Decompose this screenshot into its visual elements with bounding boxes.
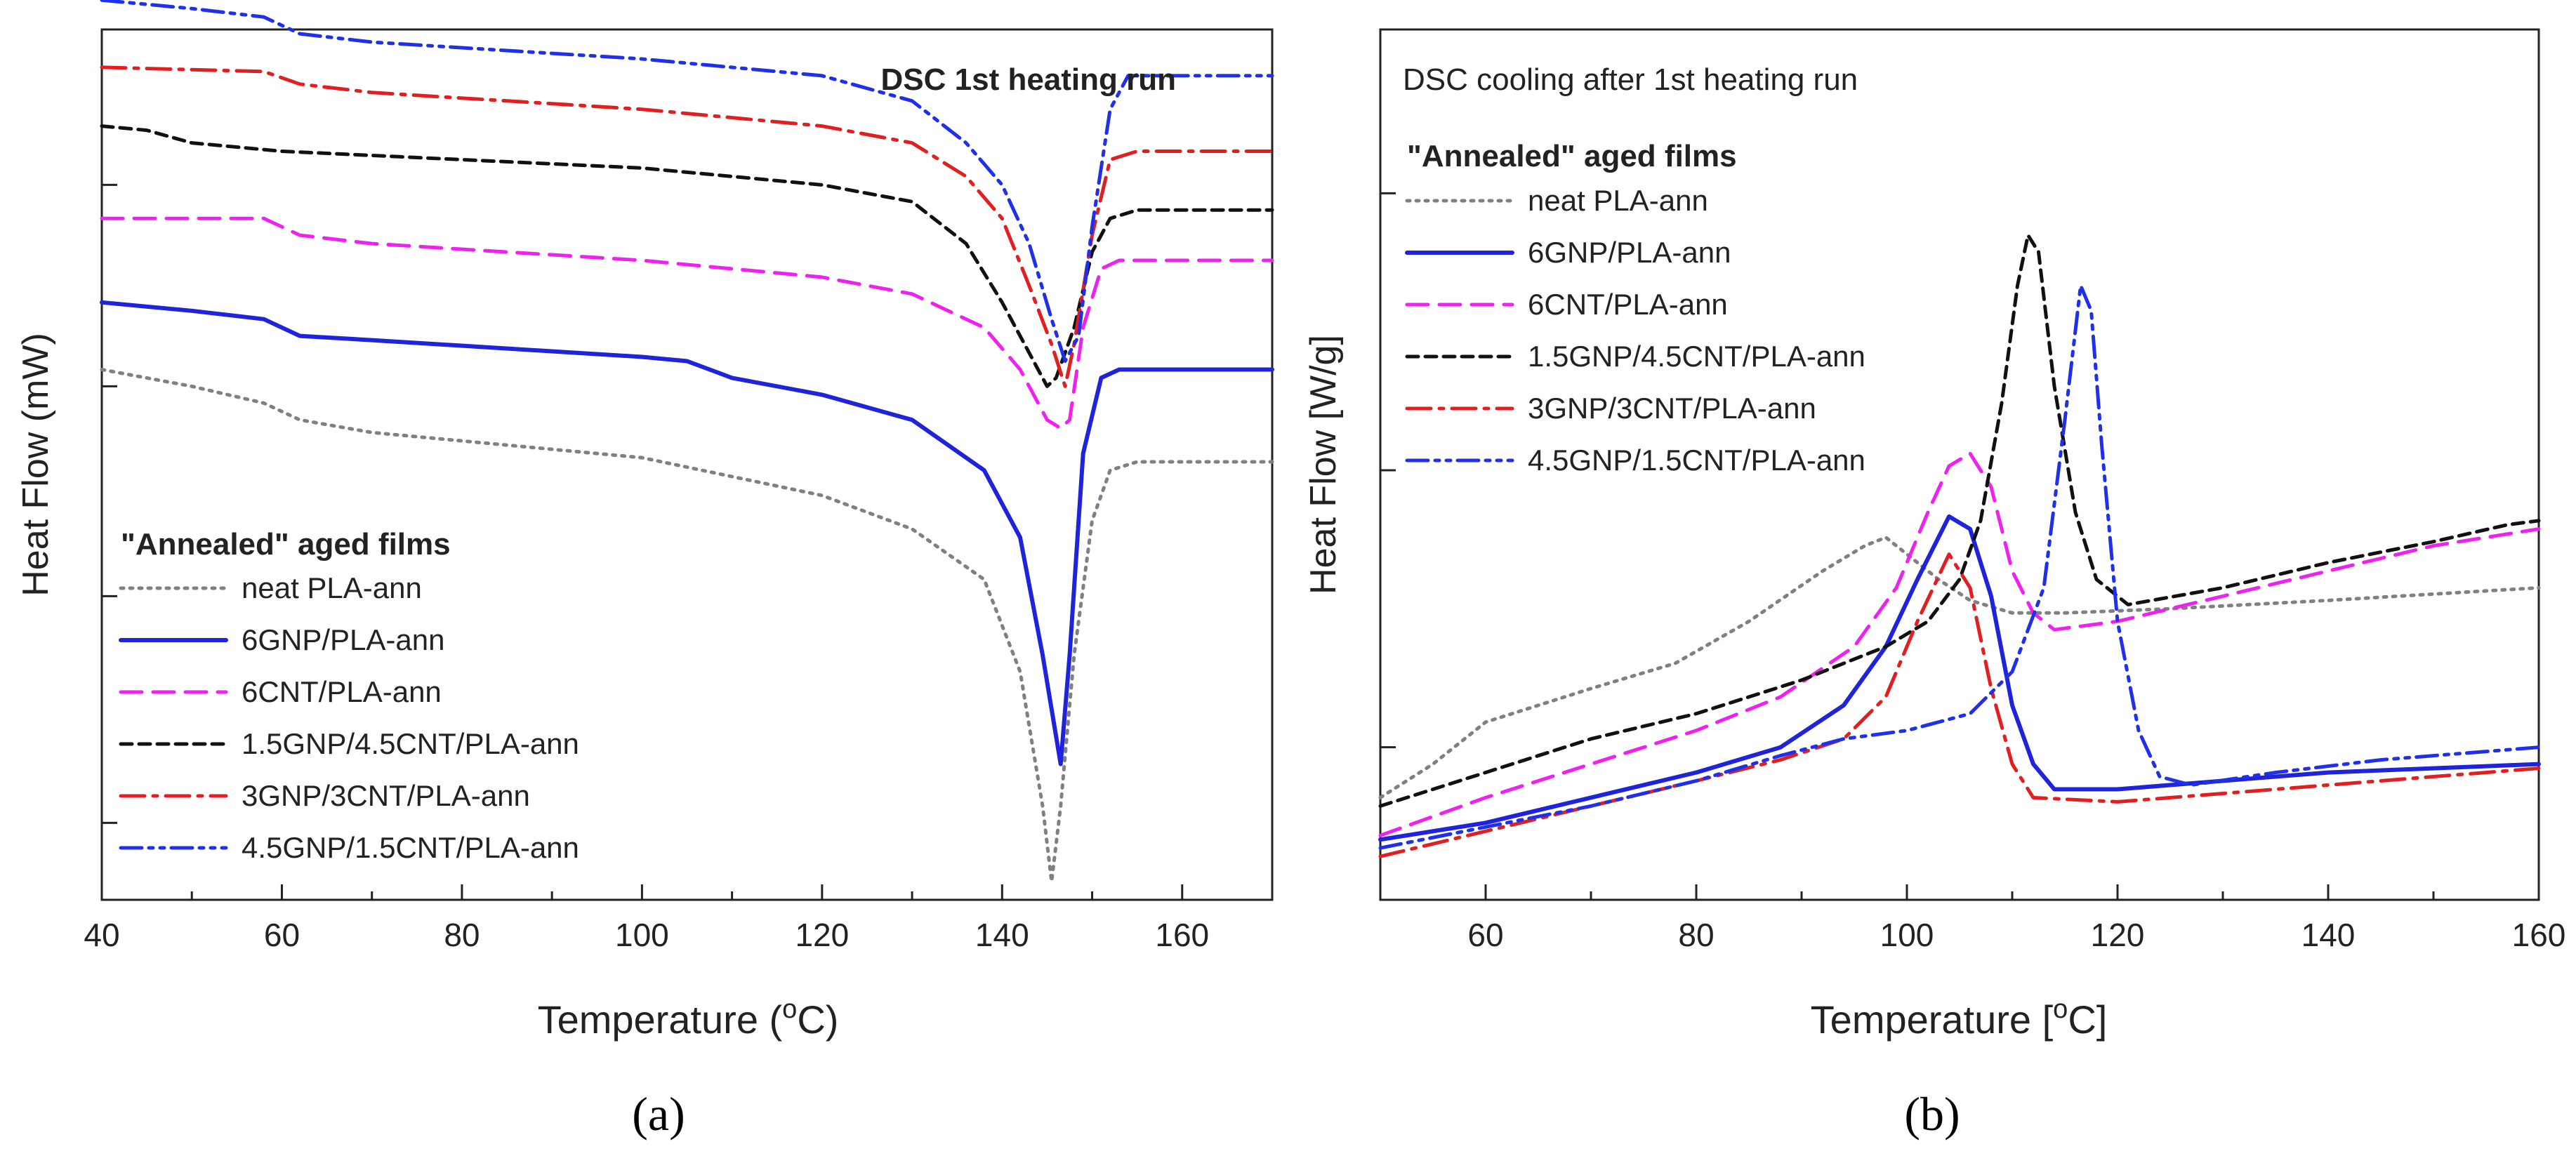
series-line-5	[100, 65, 1274, 388]
x-tick-label: 100	[615, 917, 669, 953]
x-tick-label: 120	[795, 917, 849, 953]
x-tick-label: 160	[1155, 917, 1209, 953]
panel-a: 40 60 80 100 120 140 160 DSC 1st heating run H…	[15, 0, 1274, 1141]
legend-label-1: neat PLA-ann	[1528, 184, 1708, 217]
x-tick-label: 100	[1880, 917, 1934, 953]
panel-label-b: (b)	[1904, 1087, 1960, 1141]
legend-title: "Annealed" aged films	[121, 527, 451, 562]
x-axis-label-sup: o	[2053, 995, 2068, 1024]
legend-label-6: 4.5GNP/1.5CNT/PLA-ann	[1528, 444, 1865, 477]
x-tick-label: 140	[2301, 917, 2356, 953]
x-tick-label: 80	[444, 917, 480, 953]
y-ticks	[102, 183, 117, 824]
legend-label-2: 6GNP/PLA-ann	[242, 623, 445, 656]
x-tick-label: 160	[2512, 917, 2566, 953]
x-axis-label-sup: o	[782, 995, 797, 1024]
x-axis-label: Temperature (oC)	[538, 995, 839, 1042]
legend: "Annealed" aged films neat PLA-ann 6GNP/P…	[119, 527, 579, 864]
series-line-6	[100, 0, 1274, 363]
x-ticks: 60 80 100 120 140 160	[1379, 884, 2566, 953]
x-tick-label: 40	[84, 917, 119, 953]
x-axis-label-unit: C]	[2068, 997, 2107, 1042]
x-tick-label: 60	[264, 917, 300, 953]
x-axis-label-unit: C)	[797, 997, 838, 1042]
x-tick-label: 60	[1467, 917, 1503, 953]
legend-label-5: 3GNP/3CNT/PLA-ann	[242, 779, 530, 812]
series-line-2	[100, 300, 1274, 766]
chart-title: DSC cooling after 1st heating run	[1403, 62, 1858, 97]
series-line-3	[1378, 451, 2541, 837]
series-line-1	[100, 368, 1274, 884]
x-axis-label: Temperature [oC]	[1811, 995, 2108, 1042]
series-line-2	[1378, 514, 2541, 842]
legend-label-4: 1.5GNP/4.5CNT/PLA-ann	[1528, 340, 1865, 373]
legend-title: "Annealed" aged films	[1407, 139, 1737, 173]
series-line-4	[100, 124, 1274, 388]
y-axis-label: Heat Flow (mW)	[15, 333, 56, 597]
x-tick-label: 80	[1678, 917, 1714, 953]
legend: "Annealed" aged films neat PLA-ann 6GNP/P…	[1405, 139, 1865, 477]
legend-label-1: neat PLA-ann	[242, 571, 422, 604]
x-axis-label-main: Temperature (	[538, 997, 783, 1042]
legend-label-2: 6GNP/PLA-ann	[1528, 236, 1731, 269]
plot-frame	[100, 28, 1274, 901]
legend-label-3: 6CNT/PLA-ann	[1528, 288, 1728, 321]
series-layer	[1378, 233, 2541, 858]
series-line-1	[1378, 536, 2541, 799]
plot-frame	[1379, 28, 2540, 901]
legend-label-6: 4.5GNP/1.5CNT/PLA-ann	[242, 831, 579, 864]
panel-b: 60 80 100 120 140 160 DSC cooling after 1st h…	[1303, 28, 2566, 1141]
panel-label-a: (a)	[632, 1087, 685, 1141]
y-axis-label: Heat Flow [W/g]	[1303, 335, 1344, 594]
x-tick-label: 140	[975, 917, 1029, 953]
legend-label-4: 1.5GNP/4.5CNT/PLA-ann	[242, 727, 579, 760]
x-axis-label-main: Temperature [	[1811, 997, 2054, 1042]
y-ticks	[1380, 192, 1396, 749]
series-line-4	[1378, 233, 2541, 808]
x-tick-label: 120	[2091, 917, 2145, 953]
legend-label-3: 6CNT/PLA-ann	[242, 675, 442, 708]
legend-label-5: 3GNP/3CNT/PLA-ann	[1528, 392, 1816, 425]
x-ticks: 40 60 80 100 120 140 160	[84, 884, 1274, 953]
series-layer	[100, 0, 1274, 884]
chart-title: DSC 1st heating run	[881, 62, 1177, 97]
series-line-6	[1378, 284, 2541, 850]
series-line-3	[100, 216, 1274, 430]
